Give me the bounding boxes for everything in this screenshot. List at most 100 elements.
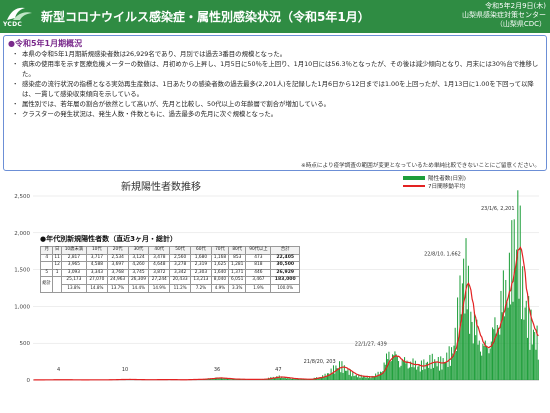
daily-case-bar	[292, 378, 294, 380]
table-row: 12 3,965 4,588 3,697 4,260 4,648 3,278 2…	[39, 261, 300, 270]
daily-case-bar	[530, 309, 532, 380]
table-cell: 20,433	[169, 276, 191, 285]
daily-case-bar	[476, 319, 478, 380]
daily-case-bar	[498, 327, 500, 380]
daily-case-bar	[329, 374, 331, 380]
table-cell: 3,768	[106, 268, 129, 278]
table-cell: 14.8%	[85, 283, 108, 293]
daily-case-bar	[520, 319, 522, 380]
ycdc-logo-icon	[7, 7, 32, 20]
daily-case-bar	[451, 347, 453, 380]
small-peak-annotation: 36	[214, 367, 220, 373]
table-cell: 13.7%	[106, 283, 129, 293]
daily-case-bar	[392, 354, 394, 380]
table-ratio-row: 13.8% 14.8% 13.7% 14.4% 14.9% 11.2% 7.2%…	[41, 283, 300, 293]
table-cell: 473	[245, 253, 272, 263]
table-cell: 13.8%	[60, 283, 87, 293]
daily-case-bar	[269, 378, 271, 380]
daily-case-bar	[302, 379, 304, 380]
new-cases-chart: 2,500 2,000 1,500 1,000 500 0 23/1/6, 2,201 22/…	[14, 190, 539, 384]
daily-case-bar	[410, 361, 412, 380]
daily-case-bar	[528, 296, 530, 380]
daily-case-bar	[534, 332, 536, 380]
daily-case-bar	[376, 375, 378, 380]
daily-case-bar	[416, 369, 418, 380]
daily-case-bar	[481, 355, 483, 380]
daily-case-bar	[473, 312, 475, 380]
daily-case-bar	[484, 340, 486, 380]
daily-case-bar	[487, 348, 489, 380]
summary-bullet: 本県の令和5年1月期新規感染者数は26,929名であり、月別では過去3番目の規模…	[12, 50, 544, 60]
daily-case-bar	[492, 327, 494, 380]
table-cell: 1,281	[228, 261, 247, 270]
table-cell: 1.9%	[245, 283, 272, 293]
table-header: 70代	[210, 246, 230, 255]
daily-case-bar	[437, 356, 439, 380]
daily-case-bar	[449, 365, 451, 380]
daily-case-bar	[461, 283, 463, 380]
daily-case-bar	[436, 366, 438, 380]
daily-case-bar	[399, 367, 401, 380]
daily-case-bar	[407, 368, 409, 380]
daily-case-bar	[431, 353, 433, 380]
table-cell: 4,648	[148, 261, 171, 270]
table-cell	[52, 276, 62, 293]
daily-case-bar	[455, 351, 457, 380]
daily-case-bar	[432, 367, 435, 380]
table-cell: 3,093	[60, 268, 87, 278]
table-header: 60代	[190, 246, 212, 255]
daily-case-bar	[354, 375, 356, 380]
peak-annotation: 21/8/20, 203	[304, 359, 336, 365]
daily-case-bar	[288, 378, 290, 380]
daily-case-bar	[428, 367, 430, 380]
daily-case-bar	[301, 379, 303, 380]
table-cell: 1,371	[228, 268, 247, 278]
table-cell: 3,965	[60, 261, 87, 270]
daily-case-bar	[343, 365, 345, 380]
table-header: 50代	[169, 246, 191, 255]
daily-case-bar	[505, 279, 507, 380]
table-cell: 3,342	[169, 268, 191, 278]
daily-case-bar	[340, 372, 342, 380]
daily-case-bar	[352, 372, 354, 380]
table-cell: 3,745	[127, 268, 150, 278]
daily-case-bar	[390, 361, 392, 380]
summary-bullet: 属性別では、若年層の割合が依然として高いが、先月と比較し、50代以上の年齢層で割…	[12, 100, 544, 110]
legend-item-daily: 陽性者数(日別)	[403, 174, 466, 182]
table-cell: 100.0%	[270, 283, 300, 293]
daily-case-bar	[223, 377, 225, 380]
age-table-title: ●年代別新規陽性者数（直近3ヶ月・総計）	[40, 235, 177, 243]
header-banner: YCDC 新型コロナウイルス感染症・属性別感染状況（令和5年1月） 令和5年2月…	[0, 0, 550, 33]
table-cell: 2,534	[106, 253, 129, 263]
table-row: 5 1 3,093 3,343 3,768 3,745 3,872 3,342 …	[39, 268, 300, 278]
footnote: ※時点により疫学調査の範囲が変更となっているため単純比較できないことにご留意くだ…	[301, 163, 540, 169]
table-cell: 2,319	[190, 261, 212, 270]
daily-case-bar	[317, 378, 319, 380]
daily-case-bar	[225, 378, 227, 380]
daily-case-bar	[517, 190, 519, 380]
report-date: 令和5年2月9日(木)	[485, 2, 546, 10]
daily-case-bar	[507, 307, 509, 380]
table-cell: 1,625	[210, 261, 230, 270]
small-peak-annotation: 4	[57, 367, 60, 373]
table-header: 20代	[106, 246, 129, 255]
table-cell-total: 26,929	[270, 268, 300, 278]
daily-case-bar	[463, 258, 465, 380]
daily-case-bar	[341, 361, 343, 380]
daily-case-bar	[411, 367, 413, 380]
daily-case-bar	[283, 377, 285, 380]
daily-case-bar	[351, 376, 353, 380]
chart-title: 新規陽性者数推移	[121, 182, 201, 193]
summary-bullet: クラスターの発生状況は、発生人数・件数ともに、過去最多の先月に次ぐ規模となった。	[12, 110, 544, 120]
daily-case-bar	[271, 378, 273, 380]
daily-case-bar	[349, 369, 351, 380]
daily-case-bar	[452, 353, 454, 380]
organization-short-name: （山梨県CDC）	[495, 20, 546, 28]
daily-case-bar	[402, 361, 404, 380]
daily-case-bar	[475, 335, 477, 380]
table-header: 80代	[228, 246, 247, 255]
daily-case-bar	[353, 376, 355, 380]
daily-case-bar	[489, 348, 491, 380]
daily-case-bar	[460, 314, 462, 380]
table-cell: 446	[245, 268, 272, 278]
